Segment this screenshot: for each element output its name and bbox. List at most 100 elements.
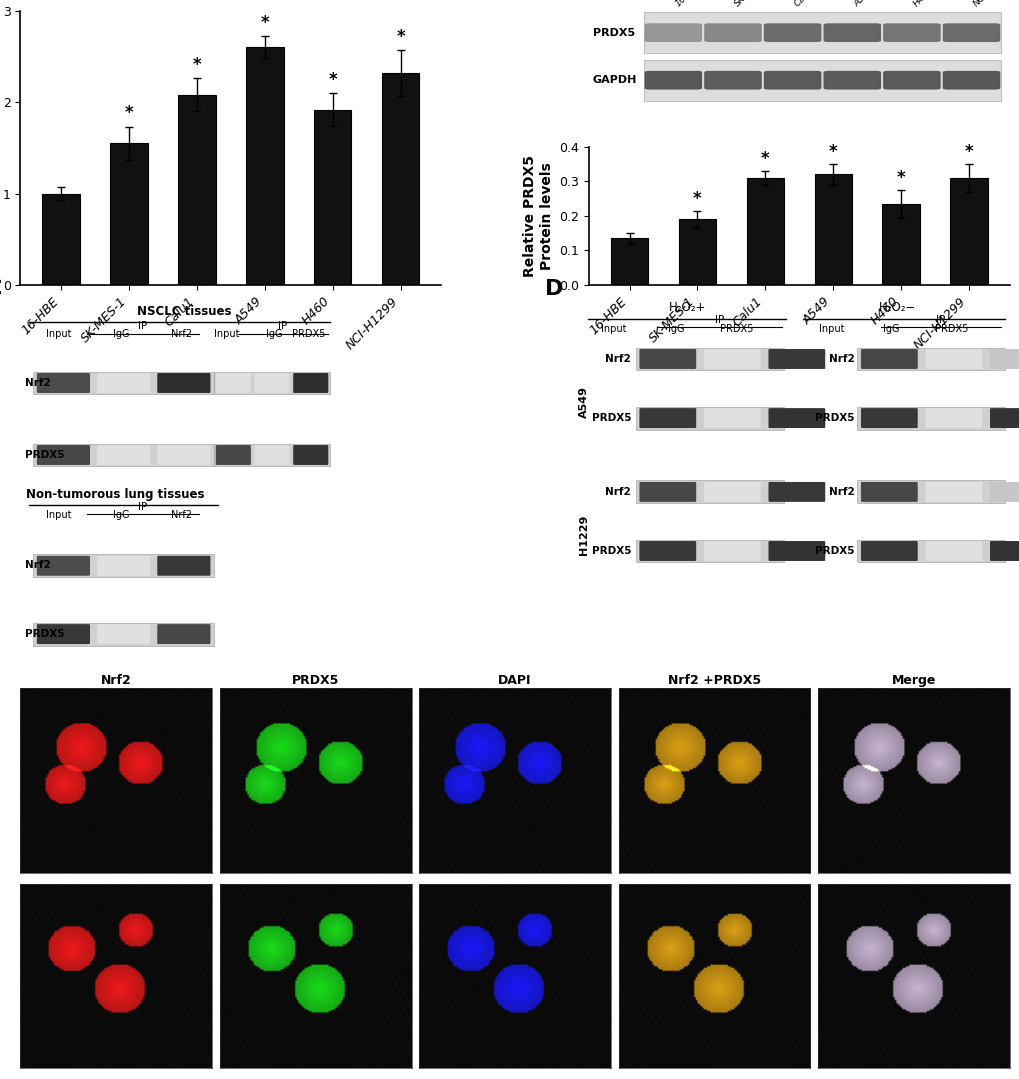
FancyBboxPatch shape	[635, 407, 784, 429]
Bar	[950, 178, 986, 285]
FancyBboxPatch shape	[157, 373, 210, 393]
FancyBboxPatch shape	[860, 408, 917, 428]
Text: 16-HBE: 16-HBE	[673, 0, 703, 9]
Text: NSCLC tissues: NSCLC tissues	[137, 305, 231, 318]
Text: PRDX5: PRDX5	[814, 412, 854, 423]
FancyBboxPatch shape	[34, 555, 214, 577]
FancyBboxPatch shape	[924, 541, 981, 561]
FancyBboxPatch shape	[883, 24, 940, 41]
Text: *: *	[964, 144, 972, 161]
Text: A549: A549	[852, 0, 874, 9]
FancyBboxPatch shape	[214, 371, 330, 395]
Bar	[178, 95, 215, 285]
FancyBboxPatch shape	[704, 24, 760, 41]
FancyBboxPatch shape	[37, 624, 90, 644]
FancyBboxPatch shape	[639, 408, 696, 428]
Text: H460: H460	[911, 0, 934, 9]
FancyBboxPatch shape	[989, 349, 1019, 369]
Text: IP: IP	[278, 320, 287, 331]
FancyBboxPatch shape	[989, 482, 1019, 502]
FancyBboxPatch shape	[943, 71, 999, 88]
FancyBboxPatch shape	[643, 59, 1001, 100]
Text: *: *	[328, 70, 336, 88]
FancyBboxPatch shape	[943, 24, 999, 41]
Title: PRDX5: PRDX5	[291, 674, 339, 687]
Text: H1229: H1229	[579, 515, 588, 555]
Bar	[110, 144, 148, 285]
Bar	[814, 175, 851, 285]
FancyBboxPatch shape	[860, 482, 917, 502]
Bar	[314, 110, 352, 285]
Bar	[610, 238, 647, 285]
FancyBboxPatch shape	[34, 443, 214, 466]
FancyBboxPatch shape	[856, 480, 1005, 504]
Text: *: *	[193, 56, 201, 73]
Text: Nrf2: Nrf2	[828, 354, 854, 364]
FancyBboxPatch shape	[157, 556, 210, 576]
Text: IP: IP	[714, 315, 723, 325]
Bar	[678, 219, 715, 285]
Bar	[246, 47, 283, 285]
FancyBboxPatch shape	[856, 407, 1005, 429]
Text: *: *	[896, 169, 905, 188]
FancyBboxPatch shape	[767, 408, 824, 428]
Text: IgG: IgG	[667, 324, 684, 333]
Text: Nrf2: Nrf2	[24, 560, 50, 571]
Text: Input: Input	[46, 329, 71, 339]
Text: PRDX5: PRDX5	[591, 412, 631, 423]
Title: Nrf2 +PRDX5: Nrf2 +PRDX5	[667, 674, 760, 687]
Text: Nrf2: Nrf2	[828, 487, 854, 496]
FancyBboxPatch shape	[643, 12, 1001, 53]
FancyBboxPatch shape	[37, 556, 90, 576]
FancyBboxPatch shape	[635, 347, 784, 370]
Text: D: D	[545, 278, 564, 299]
FancyBboxPatch shape	[639, 349, 696, 369]
Text: IP: IP	[139, 320, 148, 331]
FancyBboxPatch shape	[767, 541, 824, 561]
FancyBboxPatch shape	[214, 443, 330, 466]
FancyBboxPatch shape	[703, 541, 760, 561]
Text: PRDX5: PRDX5	[24, 629, 64, 639]
Text: IP: IP	[139, 502, 148, 511]
Text: Nrf2: Nrf2	[171, 329, 192, 339]
FancyBboxPatch shape	[635, 480, 784, 504]
FancyBboxPatch shape	[292, 373, 328, 393]
Text: C: C	[0, 278, 2, 299]
FancyBboxPatch shape	[860, 349, 917, 369]
FancyBboxPatch shape	[989, 408, 1019, 428]
FancyBboxPatch shape	[157, 445, 210, 465]
Text: IgG: IgG	[113, 329, 129, 339]
FancyBboxPatch shape	[216, 373, 251, 393]
Bar	[881, 204, 919, 285]
Bar	[746, 178, 784, 285]
FancyBboxPatch shape	[767, 349, 824, 369]
FancyBboxPatch shape	[764, 71, 820, 88]
FancyBboxPatch shape	[157, 624, 210, 644]
Text: Input: Input	[817, 324, 843, 333]
FancyBboxPatch shape	[924, 408, 981, 428]
FancyBboxPatch shape	[37, 445, 90, 465]
Text: *: *	[828, 144, 837, 161]
Text: IgG: IgG	[882, 324, 899, 333]
FancyBboxPatch shape	[703, 482, 760, 502]
Text: Input: Input	[46, 510, 71, 520]
Text: Nrf2: Nrf2	[171, 510, 192, 520]
FancyBboxPatch shape	[823, 71, 879, 88]
FancyBboxPatch shape	[767, 482, 824, 502]
Text: SK-MES-1: SK-MES-1	[733, 0, 768, 9]
Y-axis label: Relative PRDX5
Protein levels: Relative PRDX5 Protein levels	[523, 155, 553, 277]
Text: PRDX5: PRDX5	[24, 450, 64, 460]
FancyBboxPatch shape	[924, 482, 981, 502]
FancyBboxPatch shape	[97, 624, 150, 644]
FancyBboxPatch shape	[764, 24, 820, 41]
Text: PRDX5: PRDX5	[719, 324, 753, 333]
Text: PRDX5: PRDX5	[934, 324, 967, 333]
Text: Nrf2: Nrf2	[605, 487, 631, 496]
Title: DAPI: DAPI	[498, 674, 531, 687]
Text: *: *	[760, 150, 769, 168]
Text: H₂O₂+: H₂O₂+	[667, 301, 705, 314]
FancyBboxPatch shape	[860, 541, 917, 561]
Text: PRDX5: PRDX5	[591, 546, 631, 556]
FancyBboxPatch shape	[216, 445, 251, 465]
FancyBboxPatch shape	[255, 445, 289, 465]
